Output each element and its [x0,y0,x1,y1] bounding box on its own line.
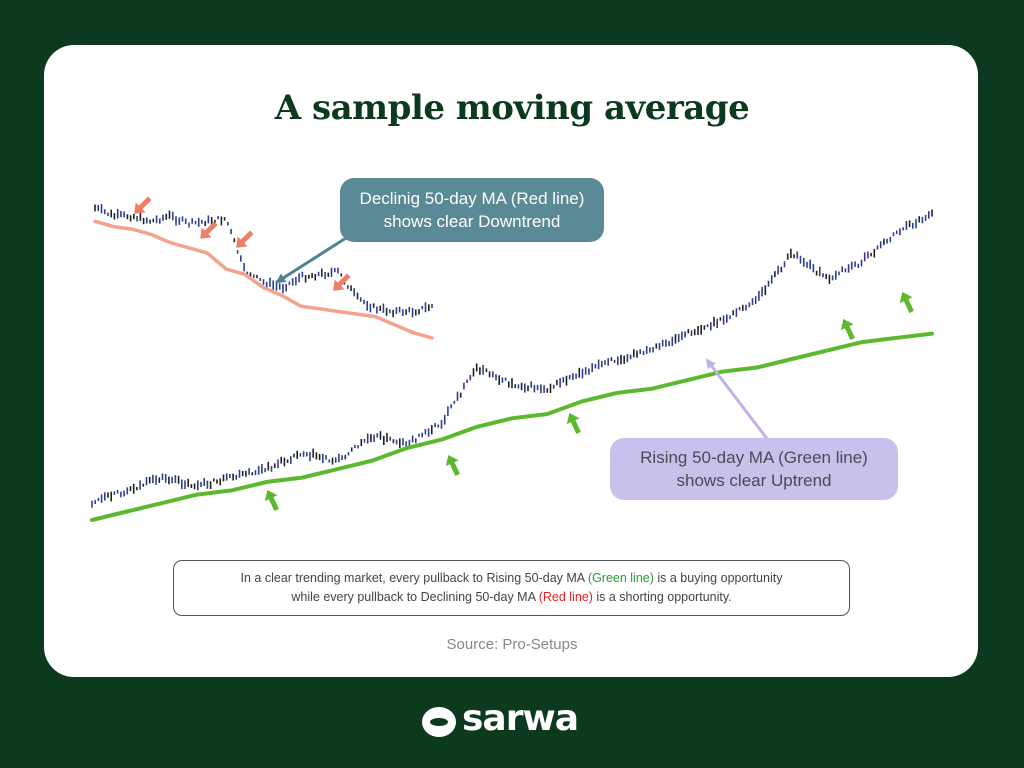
pullback-arrow-icon [264,490,279,512]
note-line-1: In a clear trending market, every pullba… [174,569,849,588]
explanation-note: In a clear trending market, every pullba… [173,560,850,616]
uptrend-callout: Rising 50-day MA (Green line) shows clea… [610,438,898,500]
pullback-arrow-icon [899,292,914,314]
content-card [44,45,978,677]
sarwa-logo: sarwa [420,698,610,744]
sarwa-logo-text: sarwa [462,698,579,739]
downtrend-callout: Declinig 50-day MA (Red line) shows clea… [340,178,604,242]
downtrend-callout-line2: shows clear Downtrend [383,212,561,231]
chart-title: A sample moving average [274,88,750,128]
note-green-line-ref: (Green line) [587,571,654,585]
uptrend-callout-line2: shows clear Uptrend [676,471,832,490]
downtrend-callout-line1: Declinig 50-day MA (Red line) [359,189,585,208]
source-caption: Source: Pro-Setups [446,636,578,653]
pullback-arrow-icon [200,221,218,239]
pullback-arrow-icon [445,455,460,477]
red-arrow-group [134,196,351,291]
pullback-arrow-icon [236,230,254,248]
pullback-arrow-icon [134,196,152,214]
note-line-2: while every pullback to Declining 50-day… [174,588,849,607]
uptrend-price-candles [91,209,933,508]
note-line1-text: In a clear trending market, every pullba… [240,571,588,585]
pullback-arrow-icon [840,319,855,341]
sarwa-logo-icon [422,707,456,737]
downtrend-pointer-line [275,236,347,284]
pullback-arrow-icon [566,413,581,435]
uptrend-callout-line1: Rising 50-day MA (Green line) [640,448,868,467]
note-line1-end: is a buying opportunity [653,571,783,585]
declining-ma-red-line [93,219,434,340]
green-arrow-group [264,292,914,512]
rising-ma-green-line [90,331,934,522]
note-red-line-ref: (Red line) [538,590,593,604]
note-line2-end: is a shorting opportunity. [592,590,732,604]
note-line2-text: while every pullback to Declining 50-day… [291,590,539,604]
pullback-arrow-icon [333,273,351,291]
uptrend-pointer-line [705,358,770,441]
